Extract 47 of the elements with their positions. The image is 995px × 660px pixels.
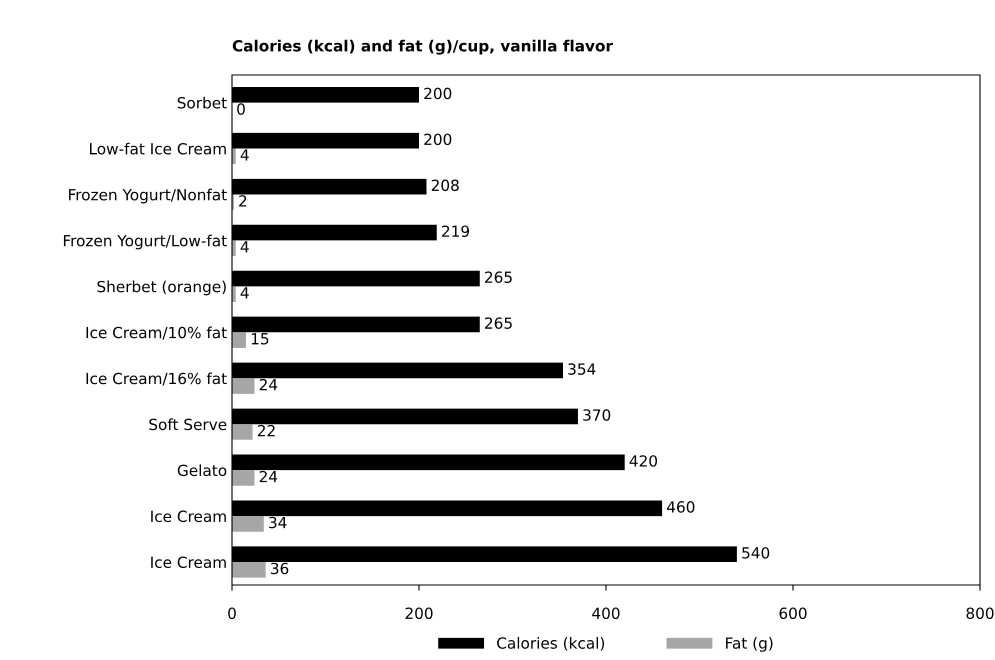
y-tick-label: Sorbet xyxy=(178,96,227,109)
y-tick-label: Frozen Yogurt/Nonfat xyxy=(69,188,227,204)
data-label: 370 xyxy=(583,409,610,421)
y-tick-label: Frozen Yogurt/Low-fat xyxy=(64,234,227,250)
y-tick-label: Soft Serve xyxy=(149,418,226,430)
x-tick-label: 600 xyxy=(779,607,807,620)
y-tick-label: Ice Cream xyxy=(151,510,226,522)
data-label: 420 xyxy=(630,455,658,467)
legend-label: Fat (g) xyxy=(726,637,772,652)
bar xyxy=(232,378,254,394)
data-label: 354 xyxy=(568,363,596,375)
data-label: 22 xyxy=(258,424,275,436)
data-label: 219 xyxy=(442,225,470,238)
y-tick-label: Ice Cream/10% fat xyxy=(86,326,227,340)
y-tick-label: Low-fat Ice Cream xyxy=(90,142,226,155)
data-label: 15 xyxy=(252,333,268,345)
legend-label: Calories (kcal) xyxy=(497,637,604,651)
bar xyxy=(232,516,264,532)
data-label: 460 xyxy=(667,501,694,513)
y-tick-label: Ice Cream/16% fat xyxy=(86,372,227,386)
y-tick-label: Gelato xyxy=(178,464,226,476)
data-label: 4 xyxy=(240,241,249,252)
data-label: 200 xyxy=(424,134,452,146)
data-label: 265 xyxy=(485,317,512,329)
y-tick-label: Sherbet (orange) xyxy=(97,280,226,296)
x-tick-label: 0 xyxy=(228,607,236,620)
bar xyxy=(232,332,246,348)
data-label: 4 xyxy=(240,287,249,298)
data-label: 24 xyxy=(260,378,278,390)
data-label: 34 xyxy=(269,516,287,528)
chart-title: Calories (kcal) and fat (g)/cup, vanilla flavor xyxy=(232,40,613,55)
data-label: 24 xyxy=(260,470,278,482)
bar xyxy=(232,424,253,440)
data-label: 200 xyxy=(424,88,452,100)
data-label: 4 xyxy=(240,149,249,161)
bar xyxy=(232,562,266,578)
data-label: 540 xyxy=(742,547,770,559)
y-tick-label: Ice Cream xyxy=(151,556,226,568)
data-label: 36 xyxy=(270,562,288,574)
bar xyxy=(232,470,254,486)
x-tick-label: 200 xyxy=(406,607,433,620)
x-tick-label: 400 xyxy=(592,607,620,620)
x-tick-label: 800 xyxy=(966,607,994,620)
data-label: 0 xyxy=(237,103,245,115)
data-label: 2 xyxy=(239,195,246,206)
data-label: 265 xyxy=(485,271,512,283)
data-label: 208 xyxy=(432,180,459,192)
